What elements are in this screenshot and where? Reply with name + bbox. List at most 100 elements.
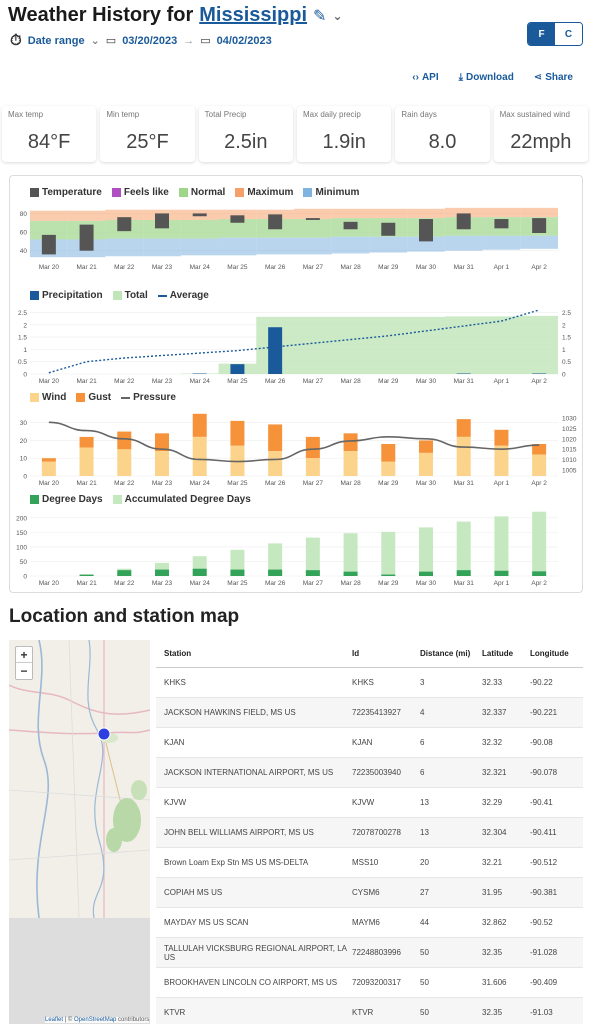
legend-feels-like[interactable]: Feels like: [111, 187, 169, 198]
legend-degree-days[interactable]: Degree Days: [30, 494, 103, 505]
accumulated-degree-days-bar: [268, 543, 283, 576]
table-row[interactable]: COPIAH MS US CYSM6 27 31.95 -90.381: [156, 878, 583, 908]
station-latitude: 32.304: [482, 828, 507, 837]
end-date-input[interactable]: 04/02/2023: [216, 34, 272, 47]
table-row[interactable]: BROOKHAVEN LINCOLN CO AIRPORT, MS US 7209…: [156, 968, 583, 998]
gust-bar: [381, 444, 396, 462]
x-tick-label: Mar 29: [378, 480, 399, 487]
table-row[interactable]: TALLULAH VICKSBURG REGIONAL AIRPORT, LA …: [156, 938, 583, 968]
x-tick-label: Mar 23: [152, 580, 173, 587]
legend-pressure[interactable]: Pressure: [121, 392, 176, 403]
degree-days-legend: Degree Days Accumulated Degree Days: [30, 494, 251, 505]
col-header-latitude[interactable]: Latitude: [482, 649, 514, 658]
maximum-band: [407, 208, 445, 219]
api-button[interactable]: ‹› API: [412, 72, 438, 83]
x-tick-label: Mar 25: [227, 264, 248, 271]
legend-total[interactable]: Total: [112, 290, 148, 301]
unit-c-button[interactable]: C: [555, 23, 582, 45]
col-header-longitude[interactable]: Longitude: [530, 649, 569, 658]
unit-f-button[interactable]: F: [528, 23, 555, 45]
col-header-id[interactable]: Id: [352, 649, 360, 658]
api-label: API: [421, 72, 439, 83]
legend-temperature[interactable]: Temperature: [30, 187, 102, 198]
col-header-distance[interactable]: Distance (mi): [420, 649, 471, 658]
table-row[interactable]: JACKSON HAWKINS FIELD, MS US 72235413927 4…: [156, 698, 583, 728]
stations-table: Station Id Distance (mi) Latitude Longit…: [156, 640, 583, 1024]
degree-days-bar: [268, 569, 283, 576]
y2-tick-label: 1025: [562, 426, 577, 433]
maximum-band: [331, 208, 370, 219]
share-label: Share: [545, 72, 573, 83]
x-tick-label: Mar 26: [265, 264, 286, 271]
location-link[interactable]: Mississippi: [199, 4, 308, 26]
leaflet-link[interactable]: Leaflet: [45, 1017, 64, 1023]
y-tick-label: 30: [20, 420, 28, 427]
table-row[interactable]: KTVR KTVR 50 32.35 -91.03: [156, 998, 583, 1024]
table-row[interactable]: KHKS KHKS 3 32.33 -90.22: [156, 668, 583, 698]
wind-bar: [117, 449, 132, 476]
legend-gust[interactable]: Gust: [76, 392, 111, 403]
x-tick-label: Mar 31: [454, 580, 475, 587]
table-row[interactable]: KJAN KJAN 6 32.32 -90.08: [156, 728, 583, 758]
chevron-down-icon[interactable]: ⌄: [332, 8, 343, 23]
location-marker[interactable]: [97, 727, 111, 741]
y-tick-label: 0: [23, 372, 27, 379]
station-map[interactable]: + − Leaflet | © OpenStreetMap contributo…: [9, 640, 150, 1024]
legend-average[interactable]: Average: [157, 290, 209, 301]
x-tick-label: Apr 2: [531, 264, 547, 271]
legend-normal[interactable]: Normal: [178, 187, 225, 198]
x-tick-label: Mar 30: [416, 480, 437, 487]
map-section-title: Location and station map: [9, 606, 240, 627]
pressure-line: [48, 421, 540, 463]
stat-label: Rain days: [401, 110, 437, 119]
edit-pencil-icon[interactable]: ✎: [313, 7, 327, 25]
calendar-icon: ▭: [200, 35, 211, 47]
zoom-out-button[interactable]: −: [20, 664, 28, 678]
normal-band: [180, 219, 219, 239]
attr-sep: |: [64, 1017, 67, 1023]
table-row[interactable]: Brown Loam Exp Stn MS US MS-DELTA MSS10 20…: [156, 848, 583, 878]
table-row[interactable]: MAYDAY MS US SCAN MAYM6 44 32.862 -90.52: [156, 908, 583, 938]
osm-link[interactable]: OpenStreetMap: [74, 1017, 117, 1023]
page-title: Weather History for Mississippi ✎ ⌄: [8, 4, 583, 27]
minimum-band: [482, 235, 521, 250]
station-latitude: 32.35: [482, 948, 503, 957]
col-header-station[interactable]: Station: [164, 649, 192, 658]
accumulated-degree-days-bar: [381, 531, 396, 576]
zoom-in-button[interactable]: +: [16, 647, 32, 663]
station-name: JACKSON HAWKINS FIELD, MS US: [164, 708, 296, 717]
y-tick-label: 40: [20, 248, 28, 255]
stats-row: Max temp 84°F Min temp 25°F Total Precip 2.…: [2, 106, 588, 162]
legend-precipitation[interactable]: Precipitation: [30, 290, 103, 301]
date-range-dropdown[interactable]: Date range: [27, 34, 85, 47]
station-distance: 3: [420, 678, 425, 687]
legend-minimum[interactable]: Minimum: [303, 187, 359, 198]
gust-bar: [419, 440, 433, 453]
stat-value: 8.0: [428, 131, 457, 153]
map-tiles[interactable]: [9, 640, 150, 918]
station-name: JOHN BELL WILLIAMS AIRPORT, MS US: [164, 828, 314, 837]
start-date-input[interactable]: 03/20/2023: [122, 34, 178, 47]
station-name: KTVR: [164, 1008, 186, 1017]
x-tick-label: Mar 22: [114, 378, 135, 385]
download-button[interactable]: ⤓ Download: [459, 72, 514, 83]
share-button[interactable]: ⋖ Share: [534, 72, 573, 83]
chevron-down-icon[interactable]: ⌄: [90, 35, 100, 47]
station-latitude: 31.95: [482, 888, 503, 897]
y-tick-label: 0: [23, 474, 27, 481]
minimum-band: [331, 236, 370, 254]
stopwatch-icon: ⏱: [10, 32, 22, 49]
degree-days-bar: [456, 570, 471, 576]
table-row[interactable]: JOHN BELL WILLIAMS AIRPORT, MS US 7207870…: [156, 818, 583, 848]
legend-maximum[interactable]: Maximum: [235, 187, 293, 198]
x-tick-label: Mar 20: [39, 264, 60, 271]
station-name: TALLULAH VICKSBURG REGIONAL AIRPORT, LA …: [164, 943, 347, 962]
legend-wind[interactable]: Wind: [30, 392, 66, 403]
table-row[interactable]: JACKSON INTERNATIONAL AIRPORT, MS US 7223…: [156, 758, 583, 788]
x-tick-label: Mar 31: [454, 480, 475, 487]
legend-accum-degree-days[interactable]: Accumulated Degree Days: [112, 494, 251, 505]
station-name: MAYDAY MS US SCAN: [164, 918, 249, 927]
temperature-bar: [41, 234, 56, 255]
table-row[interactable]: KJVW KJVW 13 32.29 -90.41: [156, 788, 583, 818]
temperature-bar: [456, 213, 471, 230]
